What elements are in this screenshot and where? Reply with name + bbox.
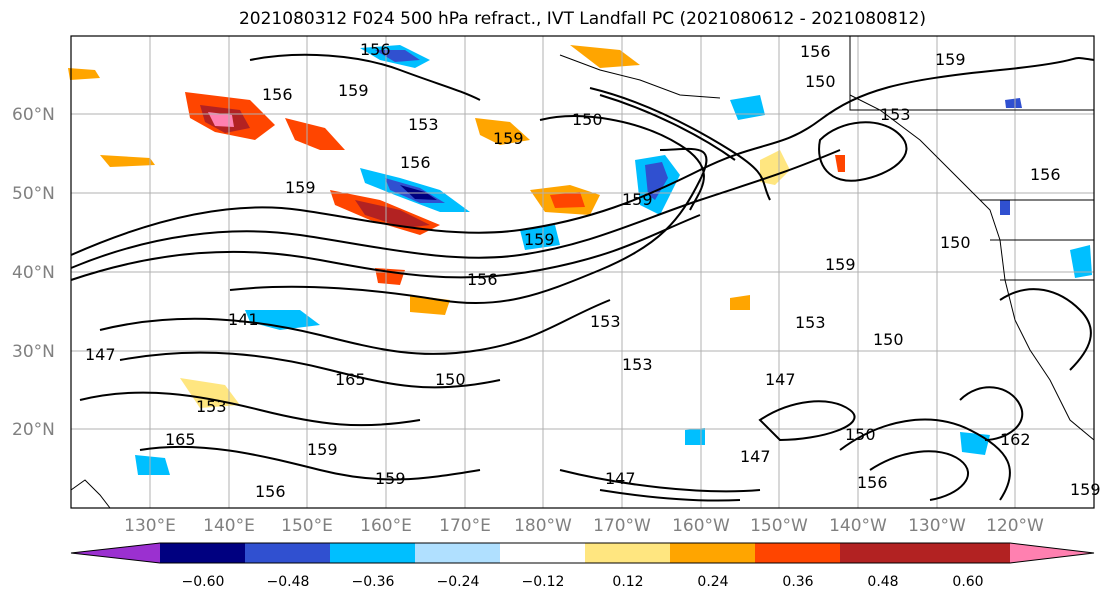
colorbar-segment — [1010, 543, 1094, 563]
contour-label: 147 — [740, 447, 771, 466]
map-title: 2021080312 F024 500 hPa refract., IVT La… — [238, 9, 926, 29]
height-contours — [70, 53, 1095, 502]
contour-label: 153 — [622, 355, 653, 374]
contour-label: 150 — [435, 370, 466, 389]
lat-label: 40°N — [12, 263, 55, 283]
contour-label: 141 — [228, 310, 259, 329]
colorbar-tick-label: 0.12 — [612, 574, 643, 590]
lon-label: 140°E — [203, 516, 255, 536]
contour-label: 153 — [196, 397, 227, 416]
coastlines — [70, 36, 1095, 509]
colorbar-tick-label: 0.48 — [867, 574, 898, 590]
lon-label: 170°E — [439, 516, 491, 536]
contour-label: 165 — [165, 430, 196, 449]
lat-labels: 60°N 50°N 40°N 30°N 20°N — [12, 105, 55, 440]
colorbar-segment — [415, 543, 500, 563]
contour-label: 159 — [1070, 480, 1101, 499]
lon-label: 180°W — [514, 516, 572, 536]
lon-label: 160°W — [672, 516, 730, 536]
graticule — [71, 36, 1094, 508]
contour-label: 147 — [85, 345, 116, 364]
contour-label: 153 — [795, 313, 826, 332]
colorbar-segment — [160, 543, 245, 563]
colorbar-tick-label: −0.24 — [437, 574, 480, 590]
lon-label: 150°E — [281, 516, 333, 536]
lon-label: 170°W — [593, 516, 651, 536]
colorbar-segment — [330, 543, 415, 563]
contour-label: 156 — [857, 473, 888, 492]
contour-label: 159 — [622, 190, 653, 209]
lon-label: 150°W — [750, 516, 808, 536]
colorbar-segment — [755, 543, 840, 563]
contour-label: 150 — [805, 72, 836, 91]
contour-label: 153 — [408, 115, 439, 134]
colorbar-tick-label: 0.60 — [952, 574, 983, 590]
lon-label: 120°W — [986, 516, 1044, 536]
colorbar-tick-label: 0.36 — [782, 574, 813, 590]
lon-labels: 130°E 140°E 150°E 160°E 170°E 180°W 170°… — [124, 516, 1044, 536]
contour-label: 159 — [307, 440, 338, 459]
lat-label: 30°N — [12, 342, 55, 362]
contour-label: 162 — [1000, 430, 1031, 449]
colorbar-tick-label: −0.48 — [267, 574, 310, 590]
colorbar-segment — [925, 543, 1010, 563]
colorbar: −0.60 −0.48 −0.36 −0.24 −0.12 0.12 0.24 … — [70, 542, 1095, 590]
colorbar-tick-label: −0.36 — [352, 574, 395, 590]
colorbar-outline — [70, 542, 1095, 564]
contour-label-layer: 156 159 156 156 153 159 150 156 159 159 … — [85, 40, 1101, 501]
contour-label: 150 — [940, 233, 971, 252]
colorbar-segment — [245, 543, 330, 563]
contour-label: 147 — [605, 469, 636, 488]
colorbar-tick-label: 0.24 — [697, 574, 728, 590]
contour-label: 156 — [400, 153, 431, 172]
lon-label: 130°E — [124, 516, 176, 536]
contour-label: 150 — [873, 330, 904, 349]
lon-label: 130°W — [908, 516, 966, 536]
contour-label: 159 — [825, 255, 856, 274]
colorbar-tick-label: −0.12 — [522, 574, 565, 590]
contour-label: 150 — [845, 425, 876, 444]
colorbar-tick-label: −0.60 — [182, 574, 225, 590]
contour-label: 159 — [493, 129, 524, 148]
contour-label: 150 — [572, 110, 603, 129]
contour-label: 153 — [590, 312, 621, 331]
map-panel: 156 159 156 156 153 159 150 156 159 159 … — [68, 35, 1101, 509]
contour-label: 156 — [262, 85, 293, 104]
lon-label: 140°W — [829, 516, 887, 536]
contour-label: 165 — [335, 370, 366, 389]
lon-label: 160°E — [360, 516, 412, 536]
contour-label: 159 — [375, 469, 406, 488]
contour-label: 147 — [765, 370, 796, 389]
contour-label: 159 — [935, 50, 966, 69]
contour-label: 156 — [800, 42, 831, 61]
colorbar-segment — [840, 543, 925, 563]
colorbar-segment — [585, 543, 670, 563]
colorbar-segment — [500, 543, 585, 563]
lat-label: 50°N — [12, 184, 55, 204]
contour-label: 156 — [360, 40, 391, 59]
lat-label: 60°N — [12, 105, 55, 125]
contour-label: 159 — [285, 178, 316, 197]
colorbar-segment — [71, 543, 160, 563]
contour-label: 159 — [524, 230, 555, 249]
contour-label: 153 — [880, 105, 911, 124]
contour-label: 156 — [255, 482, 286, 501]
lat-label: 20°N — [12, 420, 55, 440]
colorbar-segment — [670, 543, 755, 563]
contour-label: 159 — [338, 81, 369, 100]
contour-label: 156 — [467, 270, 498, 289]
contour-label: 156 — [1030, 165, 1061, 184]
